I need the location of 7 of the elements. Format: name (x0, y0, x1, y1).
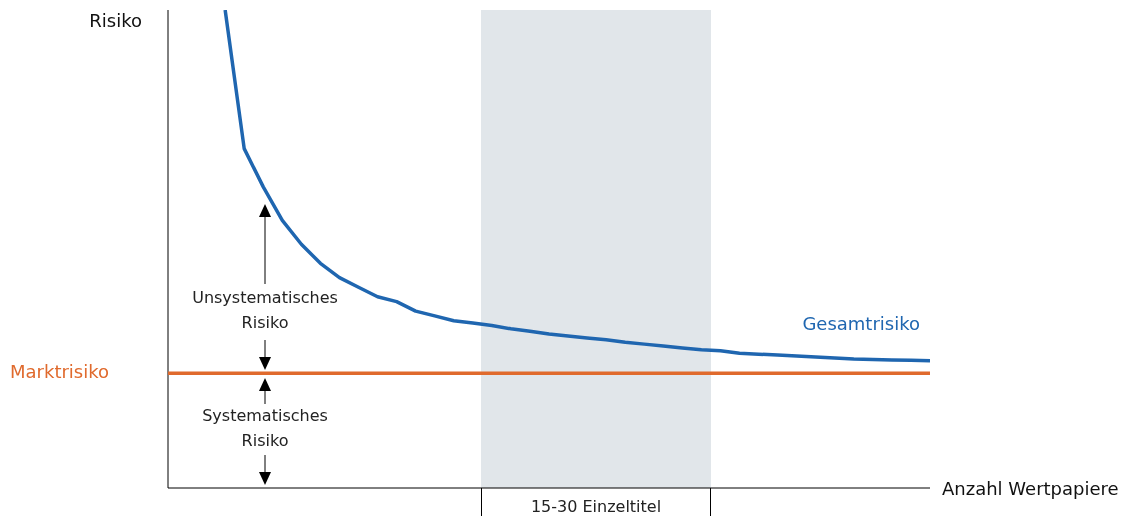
annotation: Systematisches Risiko (202, 406, 328, 451)
series-label: Gesamtrisiko (802, 312, 920, 334)
y-axis-title: Risiko (89, 9, 142, 31)
annotation: Unsystematisches Risiko (192, 288, 338, 333)
ref-line-label: Marktrisiko (10, 360, 110, 382)
x-axis-title: Anzahl Wertpapiere (942, 477, 1119, 499)
text: 15-30 Einzeltitel (530, 497, 662, 517)
